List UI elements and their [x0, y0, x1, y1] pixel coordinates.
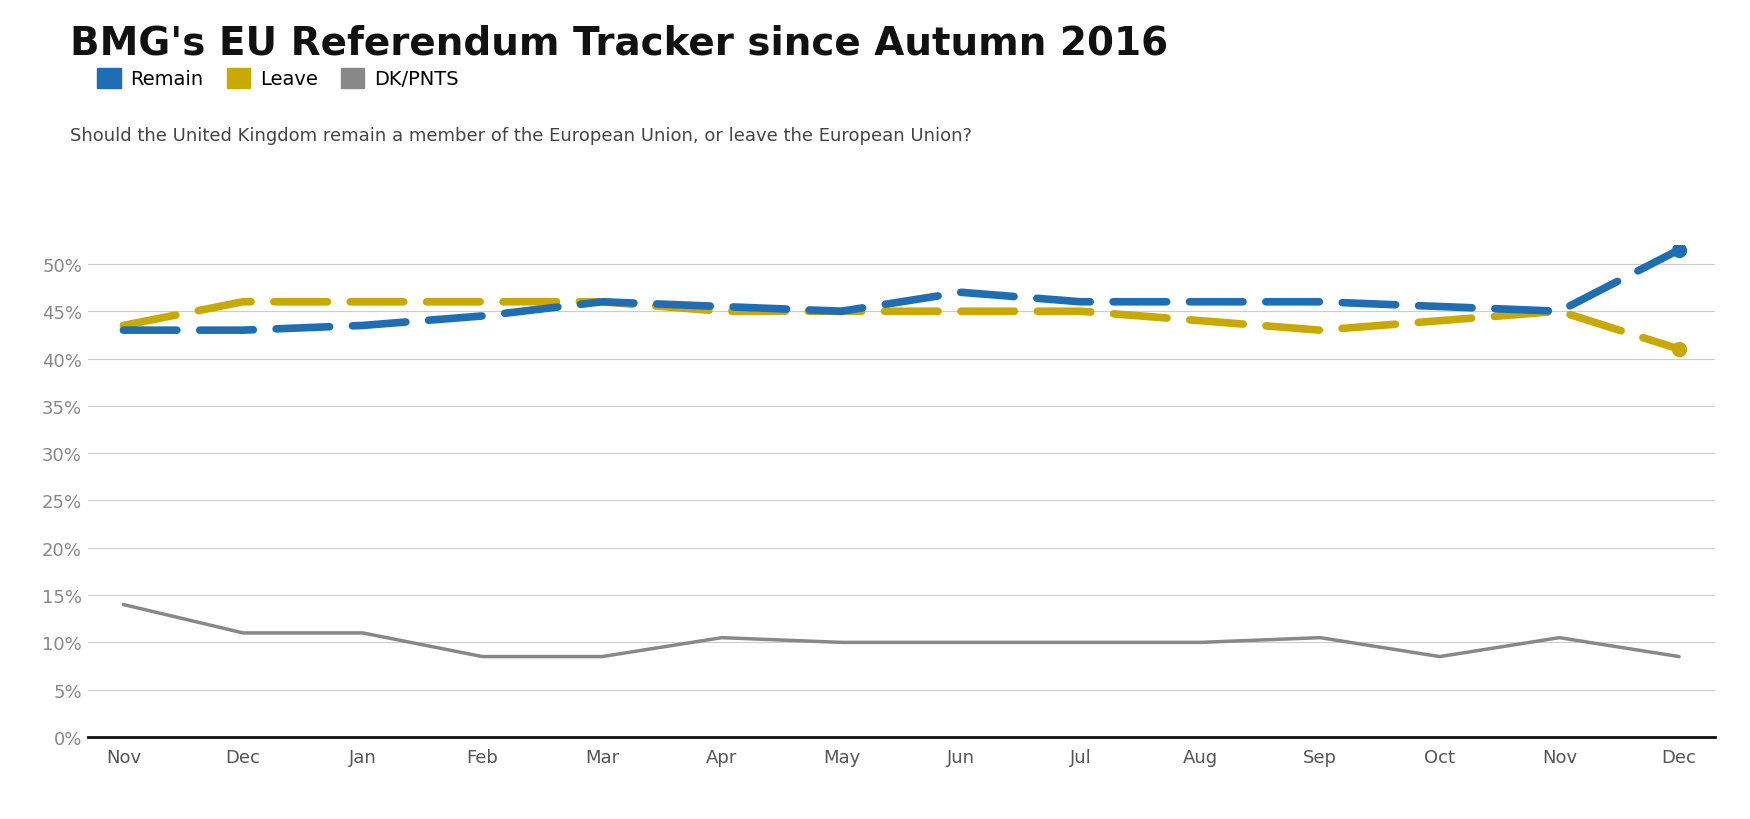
- Text: BMG's EU Referendum Tracker since Autumn 2016: BMG's EU Referendum Tracker since Autumn…: [70, 25, 1169, 62]
- Text: Should the United Kingdom remain a member of the European Union, or leave the Eu: Should the United Kingdom remain a membe…: [70, 127, 971, 145]
- Legend: Remain, Leave, DK/PNTS: Remain, Leave, DK/PNTS: [98, 69, 459, 89]
